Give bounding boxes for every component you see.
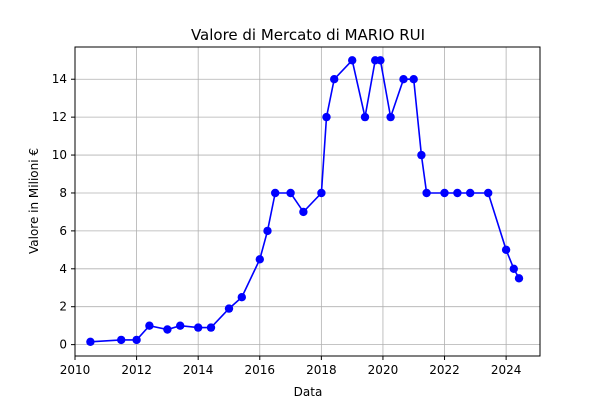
y-tick-label: 14 bbox=[52, 72, 67, 86]
data-point bbox=[237, 293, 246, 302]
data-point bbox=[176, 321, 185, 330]
data-point bbox=[376, 56, 385, 65]
x-axis-title: Data bbox=[294, 385, 323, 399]
y-tick-label: 6 bbox=[59, 224, 67, 238]
y-tick-label: 10 bbox=[52, 148, 67, 162]
data-point bbox=[422, 188, 431, 198]
x-tick-label: 2018 bbox=[306, 363, 337, 377]
data-point bbox=[484, 188, 493, 198]
data-point bbox=[453, 188, 462, 198]
data-point bbox=[409, 75, 418, 84]
data-point bbox=[299, 207, 308, 217]
plot-frame bbox=[74, 46, 541, 357]
y-tick-label: 2 bbox=[59, 300, 67, 314]
data-point bbox=[206, 323, 216, 332]
data-point bbox=[360, 112, 370, 122]
x-tick-label: 2016 bbox=[244, 363, 275, 377]
data-point bbox=[145, 321, 154, 330]
data-point bbox=[132, 335, 141, 345]
ticks: 2010 2012 2014 2016 2018 2020 2022 2024 0 2 4 6 8 10 1… bbox=[52, 72, 522, 377]
data-point bbox=[417, 150, 426, 160]
data-point bbox=[86, 337, 95, 346]
x-tick-label: 2020 bbox=[368, 363, 399, 377]
x-tick-label: 2022 bbox=[429, 363, 460, 377]
data-marks bbox=[86, 56, 524, 346]
data-point bbox=[348, 56, 357, 65]
data-point bbox=[440, 188, 449, 198]
data-point bbox=[399, 75, 408, 84]
data-point bbox=[386, 112, 395, 122]
data-point bbox=[330, 75, 339, 84]
y-axis-title: Valore in Milioni € bbox=[27, 148, 41, 254]
data-point bbox=[466, 188, 475, 198]
grid bbox=[74, 47, 540, 356]
y-tick-label: 12 bbox=[52, 110, 67, 124]
x-tick-label: 2014 bbox=[183, 363, 214, 377]
data-point bbox=[509, 264, 518, 273]
y-tick-label: 8 bbox=[59, 186, 67, 200]
data-point bbox=[255, 255, 264, 264]
data-point bbox=[514, 274, 524, 283]
x-tick-label: 2012 bbox=[121, 363, 152, 377]
data-point bbox=[501, 245, 511, 254]
data-point bbox=[194, 323, 203, 332]
x-tick-label: 2010 bbox=[60, 363, 91, 377]
y-tick-label: 4 bbox=[59, 262, 67, 276]
chart-title: Valore di Mercato di MARIO RUI bbox=[191, 26, 425, 44]
data-point bbox=[263, 226, 272, 236]
data-point bbox=[163, 325, 172, 334]
data-point bbox=[317, 188, 326, 198]
data-point bbox=[271, 188, 280, 198]
x-tick-label: 2024 bbox=[491, 363, 522, 377]
data-point bbox=[224, 304, 234, 313]
series-line bbox=[90, 58, 520, 343]
data-point bbox=[322, 112, 331, 122]
data-point bbox=[286, 188, 295, 198]
y-tick-label: 0 bbox=[59, 338, 67, 352]
data-point bbox=[117, 335, 126, 345]
